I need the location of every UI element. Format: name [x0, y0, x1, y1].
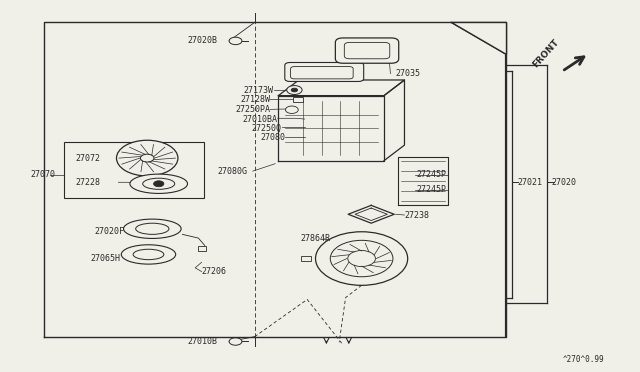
Text: 27864R: 27864R — [301, 234, 331, 243]
Text: 27072: 27072 — [76, 154, 100, 163]
Circle shape — [285, 106, 298, 113]
Text: 27020F: 27020F — [95, 227, 125, 236]
Text: FRONT: FRONT — [531, 38, 561, 69]
Text: 27010BA: 27010BA — [243, 115, 278, 124]
Circle shape — [348, 250, 376, 267]
Text: 27206: 27206 — [202, 267, 227, 276]
Circle shape — [330, 240, 393, 277]
Ellipse shape — [133, 249, 164, 260]
Text: 27250PA: 27250PA — [235, 105, 270, 114]
Circle shape — [287, 86, 302, 94]
Text: 27021: 27021 — [517, 178, 542, 187]
FancyBboxPatch shape — [335, 38, 399, 63]
Ellipse shape — [122, 245, 175, 264]
Text: 27128W: 27128W — [240, 95, 270, 104]
FancyBboxPatch shape — [64, 142, 204, 198]
Circle shape — [291, 88, 298, 92]
Circle shape — [154, 181, 164, 187]
Text: 27035: 27035 — [396, 69, 420, 78]
FancyBboxPatch shape — [293, 97, 303, 102]
Ellipse shape — [124, 219, 181, 238]
FancyBboxPatch shape — [198, 246, 206, 251]
Circle shape — [229, 338, 242, 345]
Ellipse shape — [143, 178, 175, 189]
Text: 27020: 27020 — [552, 178, 577, 187]
FancyBboxPatch shape — [344, 42, 390, 59]
Ellipse shape — [130, 174, 188, 193]
Text: ^270^0.99: ^270^0.99 — [563, 355, 605, 364]
Text: 27080G: 27080G — [218, 167, 248, 176]
Text: 27228: 27228 — [76, 178, 100, 187]
Text: 27250QA: 27250QA — [326, 63, 362, 72]
Text: 27065H: 27065H — [91, 254, 121, 263]
Text: 27010B: 27010B — [188, 337, 218, 346]
Circle shape — [116, 140, 178, 176]
Circle shape — [229, 37, 242, 45]
Text: 27245P: 27245P — [416, 170, 446, 179]
Polygon shape — [451, 22, 506, 54]
FancyBboxPatch shape — [285, 62, 364, 81]
Text: 27020B: 27020B — [188, 36, 218, 45]
Circle shape — [316, 232, 408, 285]
Text: 27070: 27070 — [31, 170, 56, 179]
Text: 27238: 27238 — [404, 211, 429, 219]
Ellipse shape — [136, 223, 169, 234]
Text: 27080: 27080 — [260, 133, 285, 142]
Text: 27245P: 27245P — [416, 185, 446, 194]
FancyBboxPatch shape — [291, 67, 353, 79]
Text: 27250P: 27250P — [326, 72, 356, 81]
FancyBboxPatch shape — [301, 256, 311, 261]
Text: 27173W: 27173W — [244, 86, 274, 94]
Text: 27250Q: 27250Q — [252, 124, 282, 133]
Circle shape — [140, 154, 154, 162]
